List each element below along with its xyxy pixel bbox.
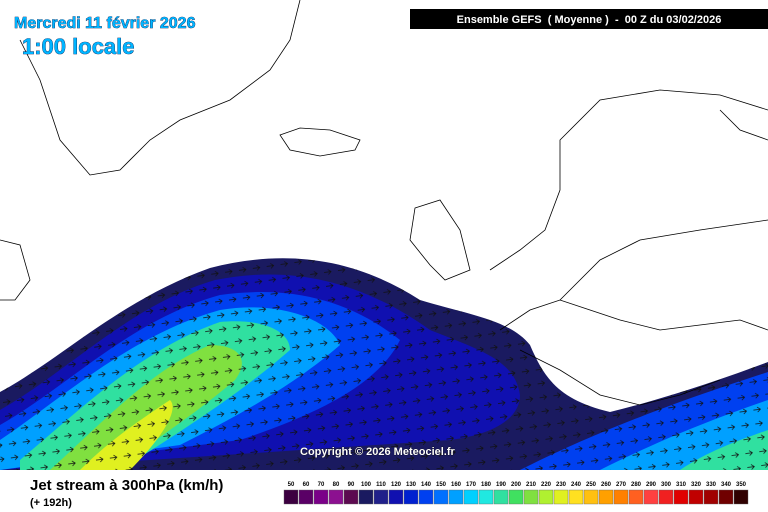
scale-label: 290 [646, 482, 657, 488]
scale-swatch [568, 489, 584, 505]
jet-field [0, 258, 768, 470]
date: Mercredi 11 février 2026 [14, 15, 196, 32]
scale-swatch [673, 489, 689, 505]
scale-swatch [523, 489, 539, 505]
scale-swatch [733, 489, 749, 505]
coastlines [0, 0, 768, 406]
scale-swatch [388, 489, 404, 505]
scale-swatch [493, 489, 509, 505]
scale-label: 90 [348, 482, 355, 488]
scale-label: 200 [511, 482, 522, 488]
scale-label: 130 [406, 482, 417, 488]
scale-label: 230 [556, 482, 567, 488]
scale-label: 140 [421, 482, 432, 488]
model-info: Ensemble GEFS ( Moyenne ) - 00 Z du 03/0… [457, 14, 722, 26]
scale-swatch [583, 489, 599, 505]
scale-label: 170 [466, 482, 477, 488]
scale-label: 60 [303, 482, 310, 488]
scale-label: 280 [631, 482, 642, 488]
scale-label: 160 [451, 482, 462, 488]
scale-label: 220 [541, 482, 552, 488]
scale-swatch [598, 489, 614, 505]
scale-swatch [613, 489, 629, 505]
scale-label: 70 [318, 482, 325, 488]
scale-label: 120 [391, 482, 402, 488]
scale-label: 240 [571, 482, 582, 488]
scale-label: 350 [736, 482, 747, 488]
scale-swatch [508, 489, 524, 505]
forecast-lead: (+ 192h) [30, 497, 72, 509]
scale-label: 50 [288, 482, 295, 488]
scale-label: 100 [361, 482, 372, 488]
scale-swatch [703, 489, 719, 505]
scale-swatch [343, 489, 359, 505]
scale-label: 300 [661, 482, 672, 488]
local-time: 1:00 locale [22, 34, 135, 59]
scale-label: 340 [721, 482, 732, 488]
scale-swatch [283, 489, 299, 505]
scale-swatch [628, 489, 644, 505]
color-scale: 50 60 70 80 90 100 110 120 130 140 150 160 170 180 190… [283, 482, 749, 505]
scale-swatch [688, 489, 704, 505]
scale-swatch [298, 489, 314, 505]
scale-swatch [403, 489, 419, 505]
scale-label: 150 [436, 482, 447, 488]
scale-swatch [718, 489, 734, 505]
copyright: Copyright © 2026 Meteociel.fr [300, 446, 456, 458]
scale-swatch [478, 489, 494, 505]
scale-swatch [658, 489, 674, 505]
scale-swatch [358, 489, 374, 505]
scale-label: 180 [481, 482, 492, 488]
scale-label: 190 [496, 482, 507, 488]
scale-label: 210 [526, 482, 537, 488]
scale-swatch [373, 489, 389, 505]
scale-swatch [643, 489, 659, 505]
scale-label: 320 [691, 482, 702, 488]
scale-label: 330 [706, 482, 717, 488]
scale-label: 270 [616, 482, 627, 488]
scale-swatch [433, 489, 449, 505]
scale-label: 310 [676, 482, 687, 488]
field-title: Jet stream à 300hPa (km/h) [30, 477, 223, 494]
scale-swatch [328, 489, 344, 505]
scale-label: 80 [333, 482, 340, 488]
scale-label: 250 [586, 482, 597, 488]
scale-swatch [538, 489, 554, 505]
scale-swatch [418, 489, 434, 505]
model-banner [410, 9, 768, 29]
scale-swatch [553, 489, 569, 505]
scale-swatch [463, 489, 479, 505]
scale-swatch [448, 489, 464, 505]
scale-swatch [313, 489, 329, 505]
scale-label: 260 [601, 482, 612, 488]
scale-label: 110 [376, 482, 386, 488]
